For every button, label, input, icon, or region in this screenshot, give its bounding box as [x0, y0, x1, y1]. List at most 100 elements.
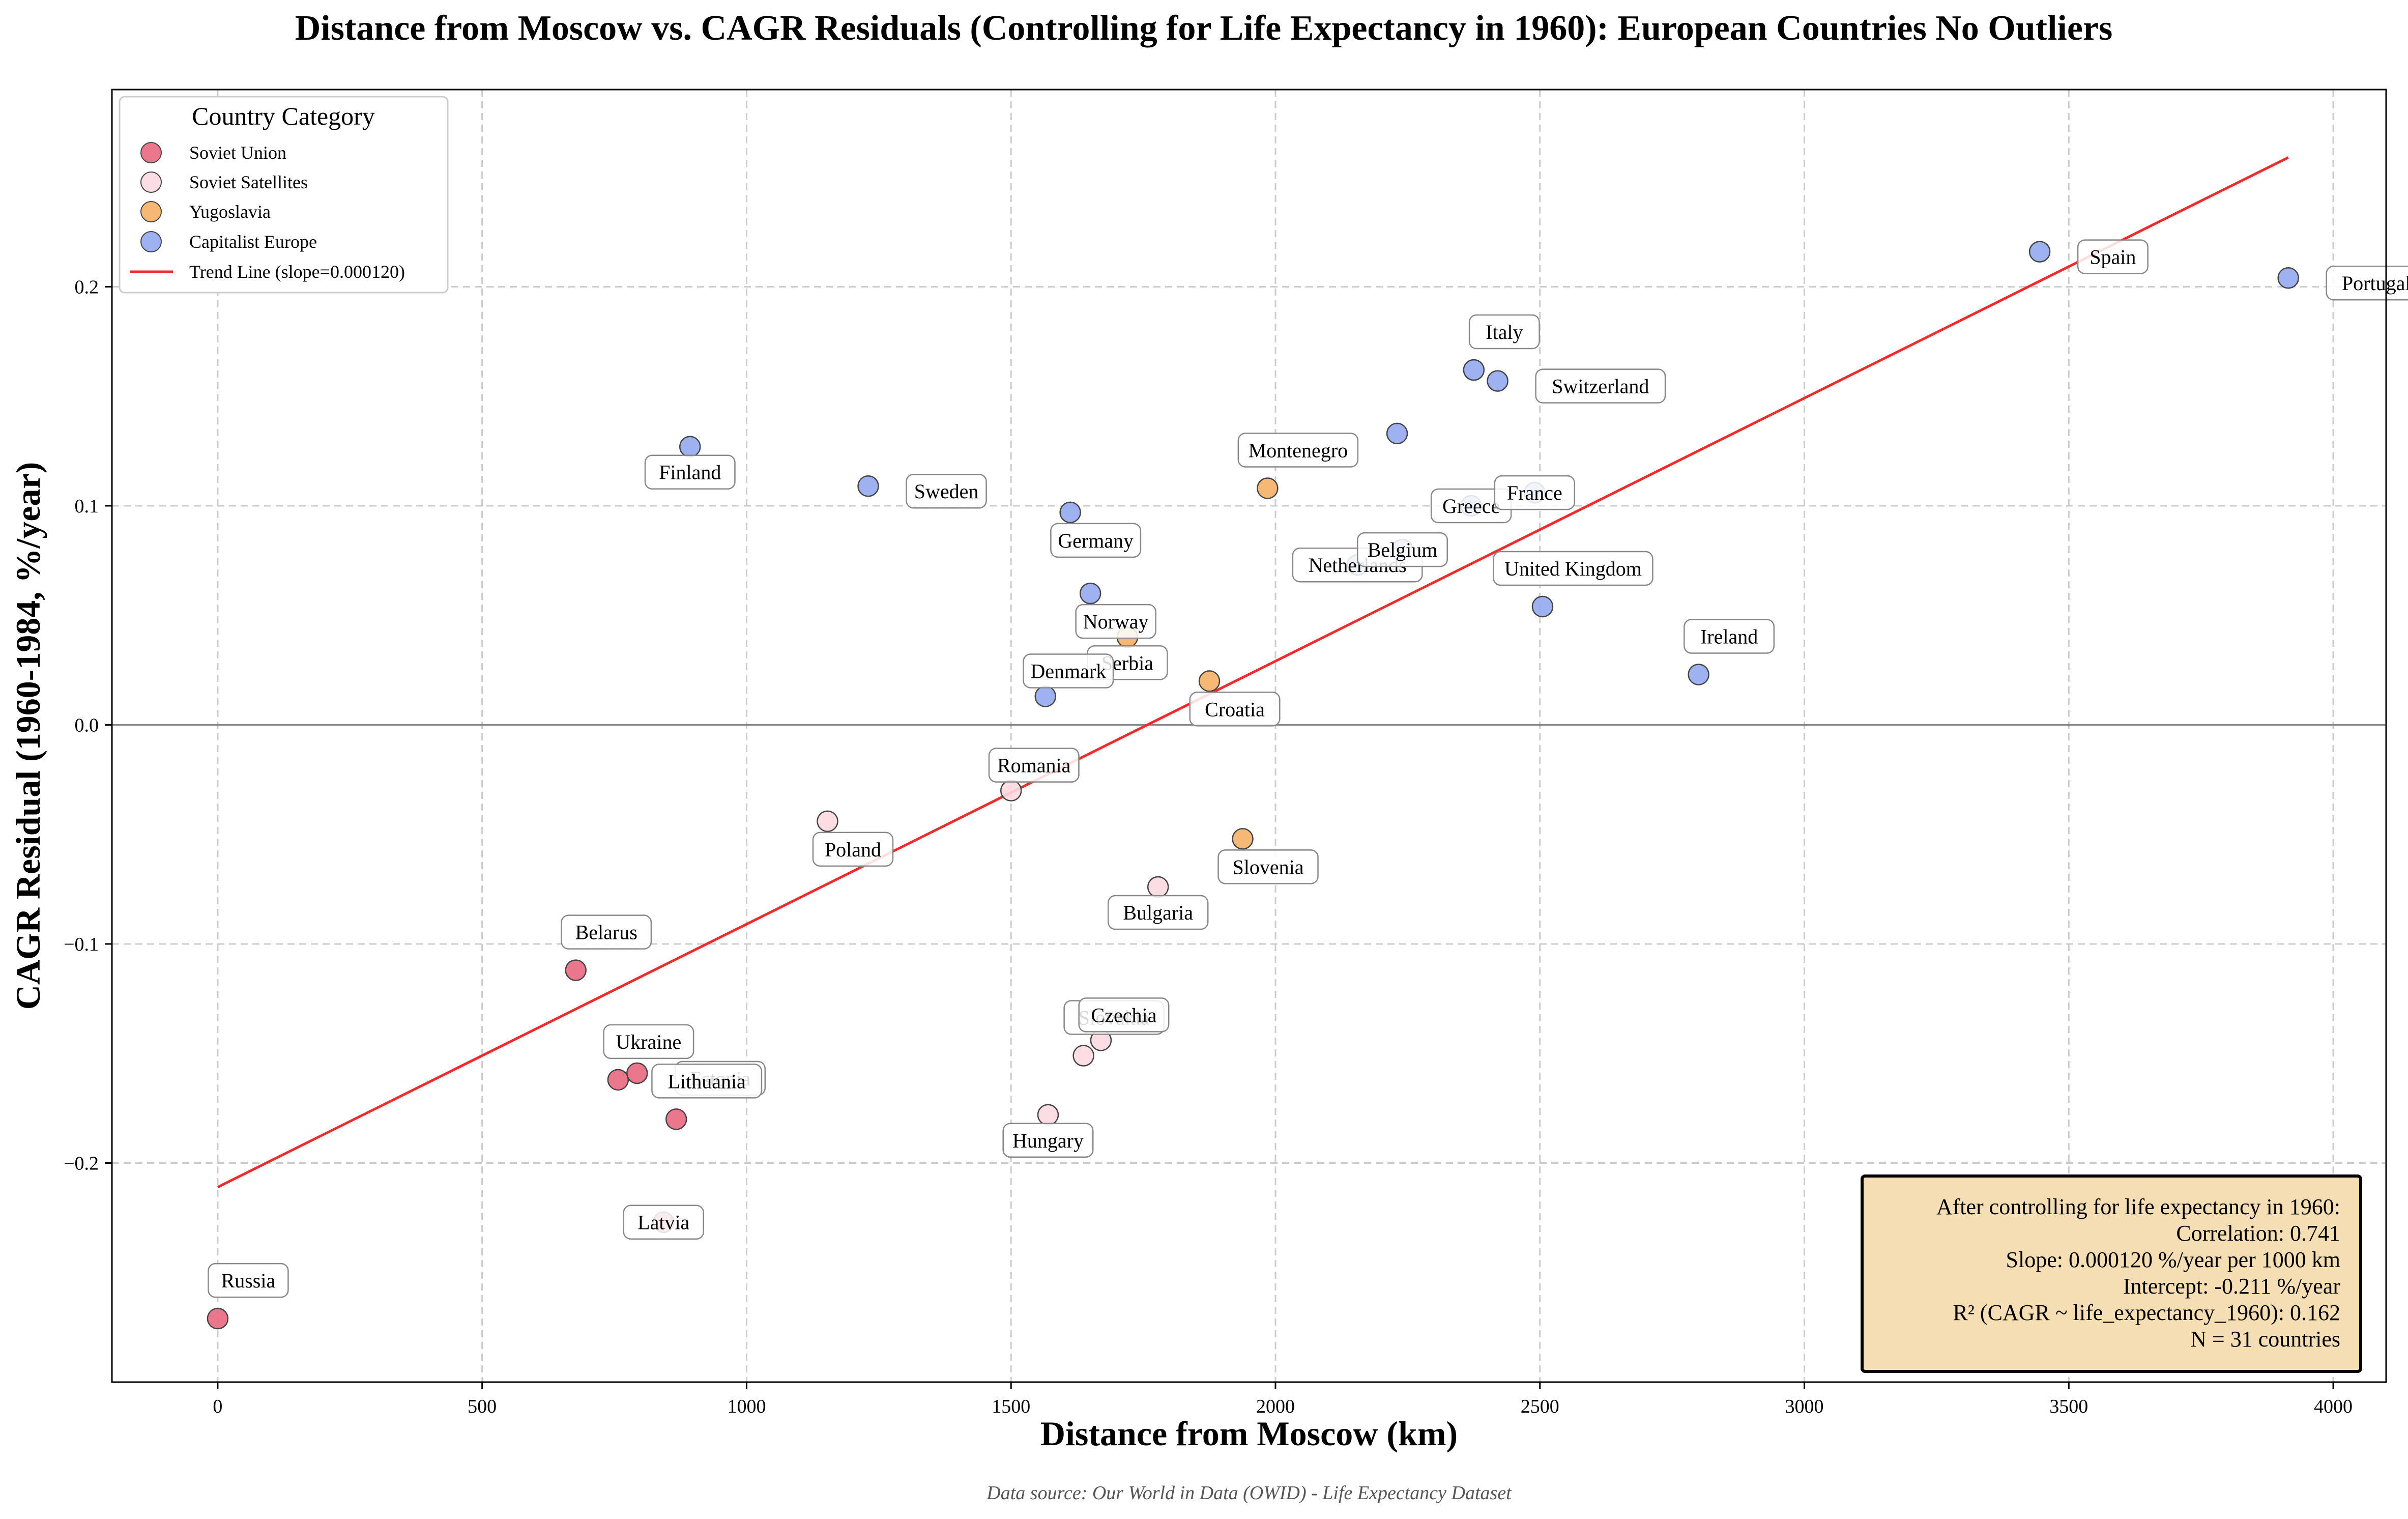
label-box-finland [644, 454, 736, 490]
point-italy [1463, 359, 1485, 381]
label-text-finland: Finland [659, 461, 721, 484]
x-tick-label-0: 0 [213, 1396, 222, 1417]
plot-area [112, 90, 2386, 1382]
label-text-norway: Norway [1083, 610, 1149, 633]
label-box-portugal [2326, 265, 2408, 301]
point-romania [1000, 780, 1022, 801]
label-text-portugal: Portugal [2342, 272, 2408, 295]
label-box-lithuania [651, 1064, 763, 1099]
x-axis-label: Distance from Moscow (km) [1040, 1414, 1458, 1453]
trend-line [217, 156, 2289, 1189]
point-lithuania [665, 1108, 687, 1130]
legend-marker-soviet-union [140, 142, 162, 163]
label-text-latvia: Latvia [637, 1211, 689, 1234]
legend-label-yugoslavia: Yugoslavia [189, 202, 271, 222]
point-portugal [2277, 267, 2299, 289]
label-text-poland: Poland [825, 838, 881, 861]
legend-label-trend-line: Trend Line (slope=0.000120) [189, 262, 405, 282]
label-box-belarus [561, 914, 652, 950]
x-tick-label-4000: 4000 [2314, 1396, 2353, 1417]
legend-title: Country Category [192, 102, 375, 130]
point-sweden [857, 475, 879, 497]
label-montenegro: Montenegro [1237, 433, 1359, 468]
label-spain: Spain [2077, 239, 2149, 274]
label-ukraine: Ukraine [603, 1024, 694, 1059]
label-box-poland [812, 832, 894, 867]
label-box-switzerland [1535, 368, 1666, 404]
label-box-russia [208, 1263, 289, 1298]
x-tick-label-500: 500 [468, 1396, 497, 1417]
label-box-norway [1075, 604, 1156, 639]
point-croatia [1198, 670, 1221, 692]
point-russia [207, 1307, 229, 1330]
point-finland [679, 436, 701, 457]
label-text-greece: Greece [1442, 495, 1500, 518]
point-switzerland [1487, 370, 1508, 392]
label-box-germany [1050, 523, 1142, 558]
label-ireland: Ireland [1684, 619, 1775, 654]
legend-marker-yugoslavia [140, 201, 162, 222]
axes: 0 500 1000 1500 2000 2500 3000 3500 4000 −0.2 −0.1… [64, 276, 2353, 1417]
y-axis-label: CAGR Residual (1960-1984, %/year) [9, 462, 47, 1010]
legend-label-soviet-satellites: Soviet Satellites [189, 172, 308, 192]
label-box-ukraine [603, 1024, 694, 1059]
point-ukraine [607, 1069, 629, 1091]
label-box-sweden [906, 473, 987, 509]
y-tick-label-0-1: −0.1 [64, 934, 99, 955]
label-russia: Russia [208, 1263, 289, 1298]
point-united-kingdom [1531, 595, 1554, 618]
label-sweden: Sweden [906, 473, 987, 509]
label-germany: Germany [1050, 523, 1142, 558]
point-slovenia [1232, 828, 1254, 850]
point-hungary [1037, 1104, 1059, 1126]
label-box-latvia [623, 1205, 704, 1240]
label-text-bulgaria: Bulgaria [1123, 901, 1193, 924]
legend-box [119, 96, 449, 294]
label-switzerland: Switzerland [1535, 368, 1666, 404]
label-text-germany: Germany [1058, 529, 1134, 552]
legend: Country Category Soviet Union Soviet Sat… [119, 96, 449, 294]
label-box-france [1494, 475, 1576, 510]
label-box-denmark [1023, 653, 1114, 689]
stats-line-intercept: Intercept: -0.211 %/year [2123, 1274, 2341, 1299]
label-box-ireland [1684, 619, 1775, 654]
label-text-romania: Romania [997, 754, 1071, 777]
label-box-hungary [1002, 1123, 1094, 1158]
label-denmark: Denmark [1023, 653, 1114, 689]
label-czechia: Czechia [1078, 997, 1170, 1033]
legend-label-soviet-union: Soviet Union [189, 142, 286, 163]
y-tick-label-0-2: −0.2 [64, 1153, 99, 1174]
label-box-spain [2077, 239, 2149, 274]
label-greece: Greece [1430, 488, 1512, 524]
x-tick-label-3000: 3000 [1785, 1396, 1824, 1417]
legend-entry-soviet-satellites: Soviet Satellites [140, 171, 308, 193]
y-tick-label-0-0: 0.0 [75, 714, 99, 736]
label-box-bulgaria [1107, 895, 1209, 930]
label-text-italy: Italy [1486, 321, 1523, 343]
label-france: France [1494, 475, 1576, 510]
point-montenegro [1257, 477, 1279, 499]
x-tick-label-1500: 1500 [992, 1396, 1030, 1417]
stats-line-n: N = 31 countries [2190, 1327, 2340, 1352]
label-box-romania [988, 748, 1080, 783]
label-text-belarus: Belarus [575, 921, 637, 944]
label-poland: Poland [812, 832, 894, 867]
label-text-ukraine: Ukraine [616, 1030, 681, 1053]
x-tick-label-2500: 2500 [1521, 1396, 1559, 1417]
label-hungary: Hungary [1002, 1123, 1094, 1158]
label-box-montenegro [1237, 433, 1359, 468]
point-belarus [565, 959, 587, 981]
point-slovakia [1072, 1045, 1094, 1067]
trend-line-layer [217, 156, 2289, 1189]
label-text-france: France [1507, 481, 1562, 504]
legend-entry-trend-line: Trend Line (slope=0.000120) [130, 262, 405, 282]
label-italy: Italy [1468, 314, 1540, 350]
point-spain [2028, 241, 2051, 263]
label-lithuania: Lithuania [651, 1064, 763, 1099]
label-united-kingdom: United Kingdom [1493, 551, 1653, 586]
legend-entry-yugoslavia: Yugoslavia [140, 201, 271, 222]
label-belarus: Belarus [561, 914, 652, 950]
x-tick-label-2000: 2000 [1256, 1396, 1295, 1417]
label-portugal: Portugal [2326, 265, 2408, 301]
stats-line-r-squared: R² (CAGR ~ life_expectancy_1960): 0.162 [1953, 1300, 2340, 1325]
